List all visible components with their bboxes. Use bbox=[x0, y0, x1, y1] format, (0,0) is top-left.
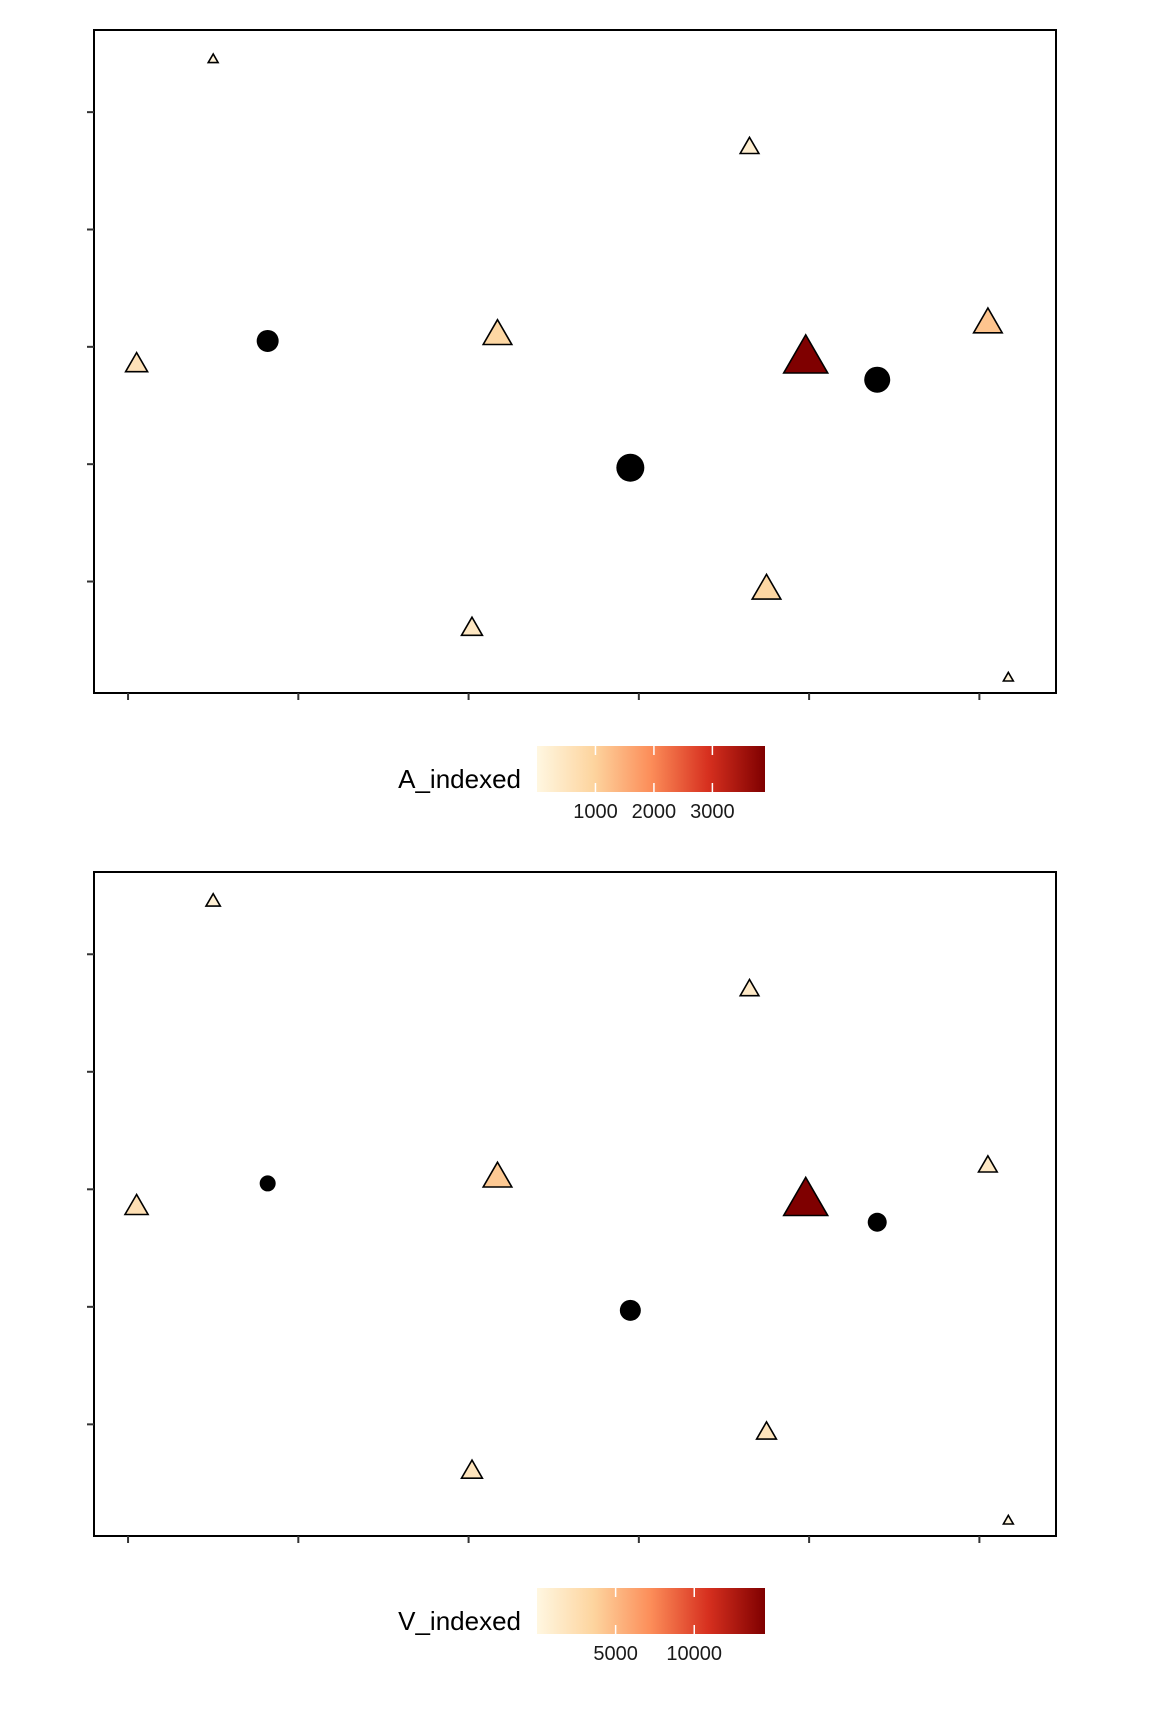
colorbar-tick-label: 5000 bbox=[593, 1643, 638, 1665]
point-triangle bbox=[782, 1175, 830, 1217]
colorbar-tick-label: 3000 bbox=[690, 801, 735, 823]
colorbar-tick-label: 10000 bbox=[666, 1643, 722, 1665]
legend: A_indexed 1000 2000 3000 bbox=[398, 746, 765, 823]
point-circle bbox=[259, 1175, 276, 1192]
colorbar-tick-label: 2000 bbox=[632, 801, 677, 823]
point-triangle bbox=[481, 318, 514, 346]
point-circle bbox=[619, 1299, 641, 1321]
scatter-panel-1: A_indexed 1000 2000 3000 bbox=[87, 29, 1057, 823]
point-circle bbox=[616, 453, 645, 482]
point-triangle bbox=[972, 306, 1004, 334]
point-circle bbox=[256, 329, 279, 352]
colorbar-tick-label: 1000 bbox=[573, 801, 618, 823]
legend: V_indexed 5000 10000 bbox=[398, 1588, 765, 1665]
point-triangle bbox=[738, 977, 761, 997]
plot-frame bbox=[93, 29, 1057, 694]
point-circle bbox=[864, 366, 891, 393]
point-triangle bbox=[755, 1420, 778, 1440]
point-triangle bbox=[782, 333, 830, 374]
point-triangle bbox=[204, 892, 222, 907]
point-triangle bbox=[977, 1154, 999, 1173]
point-triangle bbox=[460, 1458, 484, 1479]
point-triangle bbox=[124, 350, 149, 373]
point-circle bbox=[867, 1212, 887, 1232]
point-triangle bbox=[1002, 670, 1015, 682]
legend-title: A_indexed bbox=[398, 764, 521, 794]
point-triangle bbox=[123, 1192, 150, 1216]
point-triangle bbox=[750, 572, 783, 600]
point-triangle bbox=[206, 52, 220, 64]
legend-title: V_indexed bbox=[398, 1606, 521, 1636]
scatter-panel-2: V_indexed 5000 10000 bbox=[87, 871, 1057, 1665]
point-triangle bbox=[738, 135, 761, 155]
colorbar bbox=[537, 746, 765, 792]
point-triangle bbox=[1002, 1513, 1015, 1525]
plot-frame bbox=[93, 871, 1057, 1537]
point-triangle bbox=[460, 615, 484, 637]
colorbar bbox=[537, 1588, 765, 1634]
point-triangle bbox=[481, 1160, 514, 1188]
